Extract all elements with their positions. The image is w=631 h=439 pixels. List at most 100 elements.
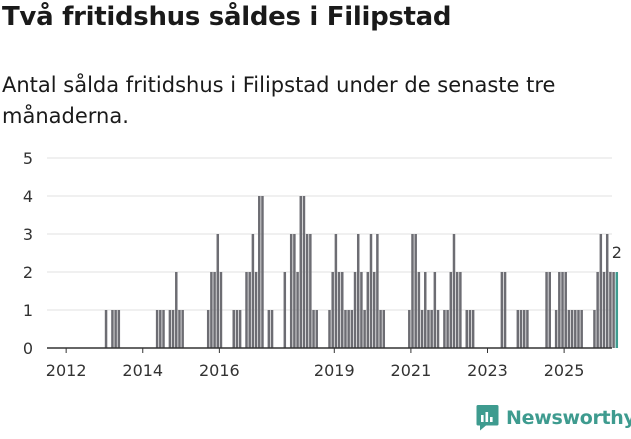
bar (213, 272, 216, 348)
bar (430, 310, 433, 348)
bar (302, 196, 306, 348)
bar (114, 310, 117, 348)
bar (162, 310, 165, 348)
bar (605, 234, 609, 348)
x-tick-label: 2012 (46, 361, 87, 380)
bar (471, 310, 475, 348)
bar (417, 272, 421, 348)
bar (216, 234, 220, 348)
bar (341, 272, 344, 348)
bar (376, 234, 379, 348)
bar (372, 272, 376, 348)
grid-layer (47, 157, 612, 311)
bar (363, 310, 366, 348)
bar (270, 310, 274, 348)
bar (500, 272, 504, 348)
y-tick-label: 2 (23, 263, 33, 282)
bar (299, 196, 303, 348)
bar (411, 234, 414, 348)
bar (353, 272, 357, 348)
bar-latest (615, 272, 619, 348)
bar (305, 234, 309, 348)
y-tick-label: 4 (23, 187, 33, 206)
y-tick-label: 0 (23, 339, 33, 358)
bar (261, 196, 264, 348)
bar (344, 310, 347, 348)
bar (516, 310, 520, 348)
bar (175, 272, 178, 348)
bar (251, 234, 255, 348)
newsworthy-logo[interactable]: Newsworthy (476, 404, 631, 431)
bar (171, 310, 175, 348)
bar (283, 272, 287, 348)
bar (612, 272, 615, 348)
bar (420, 310, 424, 348)
chart-title: Två fritidshus såldes i Filipstad (2, 2, 452, 32)
bar (238, 310, 242, 348)
x-tick-label: 2023 (467, 361, 508, 380)
bar (206, 310, 210, 348)
bar (366, 272, 370, 348)
x-tick-label: 2014 (122, 361, 163, 380)
bar (548, 272, 552, 348)
bar (245, 272, 248, 348)
bar (522, 310, 526, 348)
bar (219, 272, 223, 348)
x-tick-label: 2025 (544, 361, 585, 380)
bar (337, 272, 341, 348)
bar (459, 272, 462, 348)
bar (526, 310, 529, 348)
chart-subtitle: Antal sålda fritidshus i Filipstad under… (2, 73, 556, 128)
bar (503, 272, 507, 348)
bar (424, 272, 427, 348)
bar (427, 310, 430, 348)
bar (296, 272, 299, 348)
bar (181, 310, 184, 348)
x-tick-label: 2019 (314, 361, 355, 380)
bar (408, 310, 411, 348)
bar (596, 272, 599, 348)
axis-layer: 0 1 2 3 4 5 2 2012 2014 2016 2019 2021 2023 2025 (23, 149, 622, 380)
bar (117, 310, 121, 348)
bar (545, 272, 548, 348)
bar (602, 272, 606, 348)
latest-value-label: 2 (612, 243, 622, 262)
bar (210, 272, 213, 348)
bar (178, 310, 181, 348)
bar (369, 234, 373, 348)
bar (580, 310, 583, 348)
bar (235, 310, 239, 348)
bar (258, 196, 261, 348)
bar (433, 272, 437, 348)
y-tick-label: 3 (23, 225, 33, 244)
bar (558, 272, 561, 348)
bar (328, 310, 331, 348)
bar (609, 272, 612, 348)
y-tick-label: 5 (23, 149, 33, 168)
bar (347, 310, 350, 348)
bar (443, 310, 446, 348)
bar-chart: 0 1 2 3 4 5 2 2012 2014 2016 2019 2021 2023 2025 (23, 149, 622, 380)
bar (289, 234, 293, 348)
bar (567, 310, 571, 348)
bar (599, 234, 603, 348)
bar (111, 310, 114, 348)
bar (232, 310, 235, 348)
x-tick-label: 2016 (199, 361, 240, 380)
bar (331, 272, 334, 348)
bar (267, 310, 271, 348)
bar (455, 272, 459, 348)
bar (104, 310, 108, 348)
bar (577, 310, 580, 348)
bar (519, 310, 523, 348)
bar (468, 310, 472, 348)
bar (449, 272, 453, 348)
y-tick-label: 1 (23, 301, 33, 320)
bar-layer (104, 196, 619, 348)
bar (159, 310, 162, 348)
newsworthy-logo-icon (476, 405, 499, 431)
bar (334, 234, 338, 348)
bar (593, 310, 596, 348)
bar (382, 310, 386, 348)
bar (315, 310, 318, 348)
